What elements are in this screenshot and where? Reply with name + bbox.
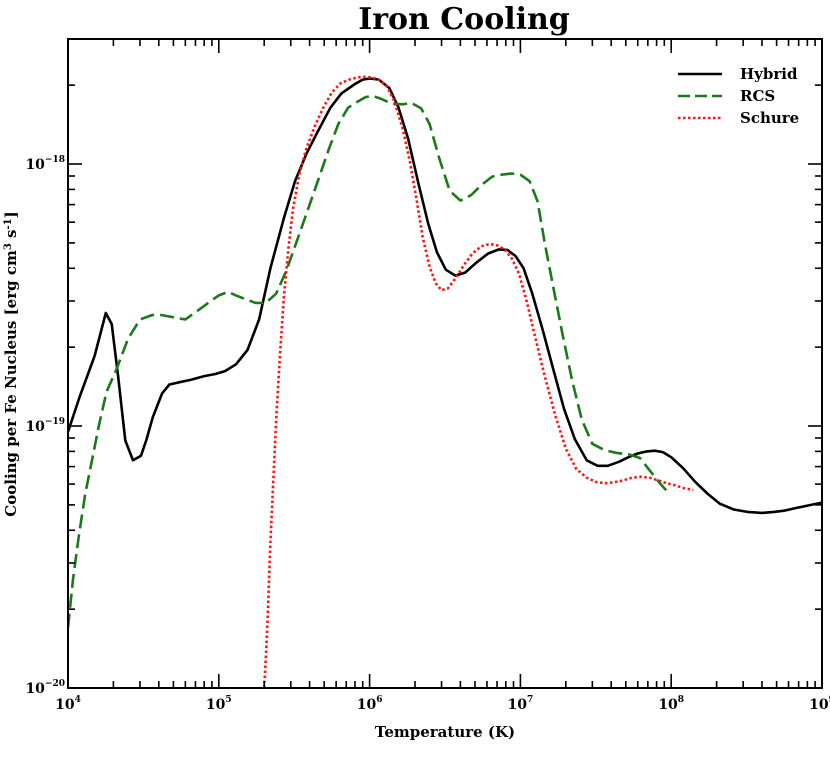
x-tick-label: 108	[658, 695, 684, 713]
x-axis-label: Temperature (K)	[375, 723, 515, 741]
legend-label-schure: Schure	[740, 109, 799, 127]
legend-label-hybrid: Hybrid	[740, 65, 798, 83]
axis-ticks	[67, 39, 823, 689]
y-tick-label: 10−18	[25, 155, 65, 173]
axis-tick-labels: 104 105 106 107 108 109 10−20 10−19 10−18	[25, 155, 830, 713]
plot-frame	[67, 38, 823, 689]
y-axis-label-sup-minus1: -1	[3, 218, 14, 229]
x-tick-label: 109	[809, 695, 830, 713]
x-tick-label: 106	[357, 695, 383, 713]
chart-title: Iron Cooling	[358, 2, 570, 37]
x-tick-label: 105	[206, 695, 232, 713]
y-tick-label: 10−19	[25, 417, 65, 435]
y-axis-label-mid: s	[2, 230, 20, 244]
y-tick-label: 10−20	[25, 679, 65, 697]
y-axis-label-main: Cooling per Fe Nucleus [erg cm	[2, 250, 20, 517]
legend-label-rcs: RCS	[740, 87, 775, 105]
series-line-rcs	[68, 94, 669, 628]
series-line-hybrid	[68, 77, 822, 515]
y-axis-label-sup-3: 3	[3, 243, 14, 250]
x-tick-label: 107	[508, 695, 534, 713]
y-axis-label: Cooling per Fe Nucleus [erg cm3 s-1]	[2, 211, 20, 516]
y-axis-label-end: ]	[2, 211, 20, 218]
x-tick-label: 104	[55, 695, 81, 713]
legend: Hybrid RCS Schure	[678, 65, 799, 127]
series-line-schure	[262, 75, 694, 688]
plot-curves	[68, 75, 822, 688]
